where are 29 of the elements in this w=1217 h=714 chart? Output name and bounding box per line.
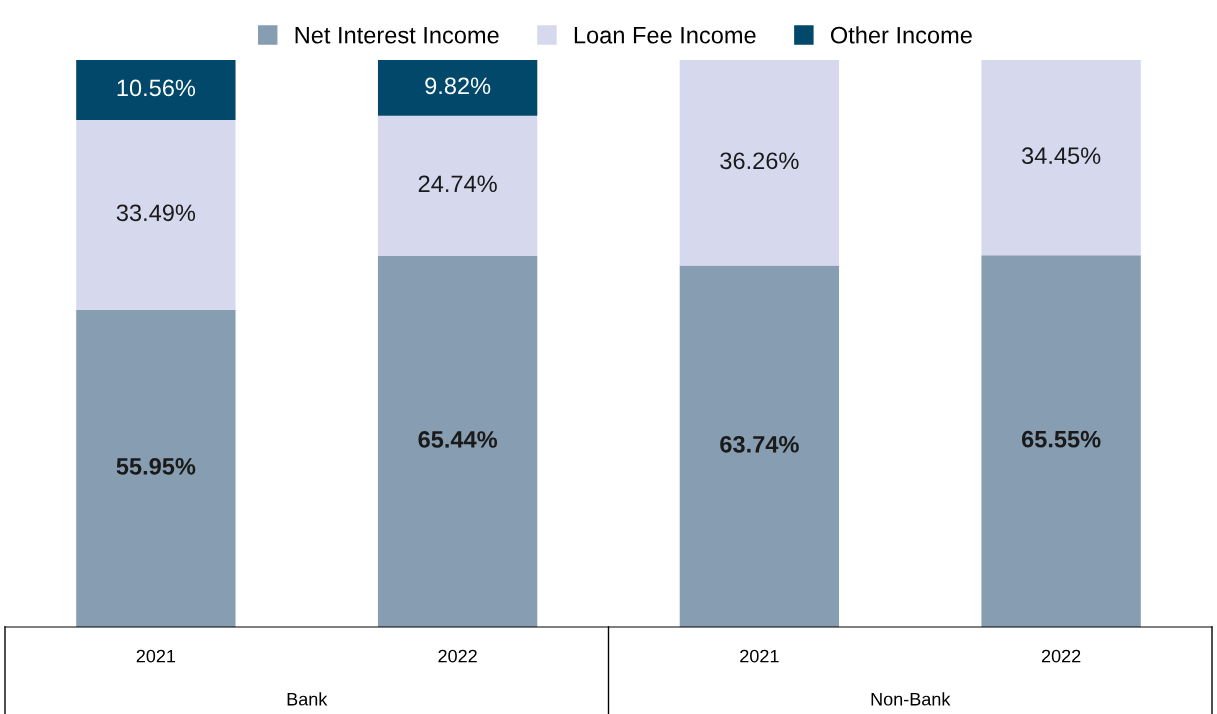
data-label: 33.49% <box>116 204 196 222</box>
text: Bank <box>287 692 328 706</box>
bar <box>76 60 236 120</box>
legend-label: Net Interest Income <box>295 27 499 44</box>
bar <box>679 265 840 627</box>
bar <box>76 119 236 310</box>
text: Non-Bank <box>871 692 951 706</box>
bar <box>377 60 538 116</box>
data-label: 55.95% <box>116 458 196 475</box>
data-label: 10.56% <box>117 79 196 97</box>
data-label: 24.74% <box>418 175 497 193</box>
data-label: 65.44% <box>418 431 498 448</box>
bar <box>981 60 1141 256</box>
data-label: 65.55% <box>1021 430 1101 448</box>
bar <box>377 115 538 256</box>
bar <box>679 60 840 266</box>
x-tick-label: 2021 <box>740 649 779 663</box>
legend-label: Other Income <box>830 26 972 44</box>
x-tick-label: 2022 <box>1041 649 1081 663</box>
data-label: 34.45% <box>1021 147 1101 164</box>
legend-label: Loan Fee Income <box>574 27 756 44</box>
x-tick-label: 2021 <box>136 649 176 663</box>
bar <box>76 309 236 627</box>
bar <box>981 255 1141 627</box>
data-label: 63.74% <box>720 435 799 453</box>
bar <box>377 255 538 627</box>
x-tick-label: 2022 <box>438 649 477 663</box>
data-label: 9.82% <box>425 77 491 95</box>
data-label: 36.26% <box>720 152 799 170</box>
